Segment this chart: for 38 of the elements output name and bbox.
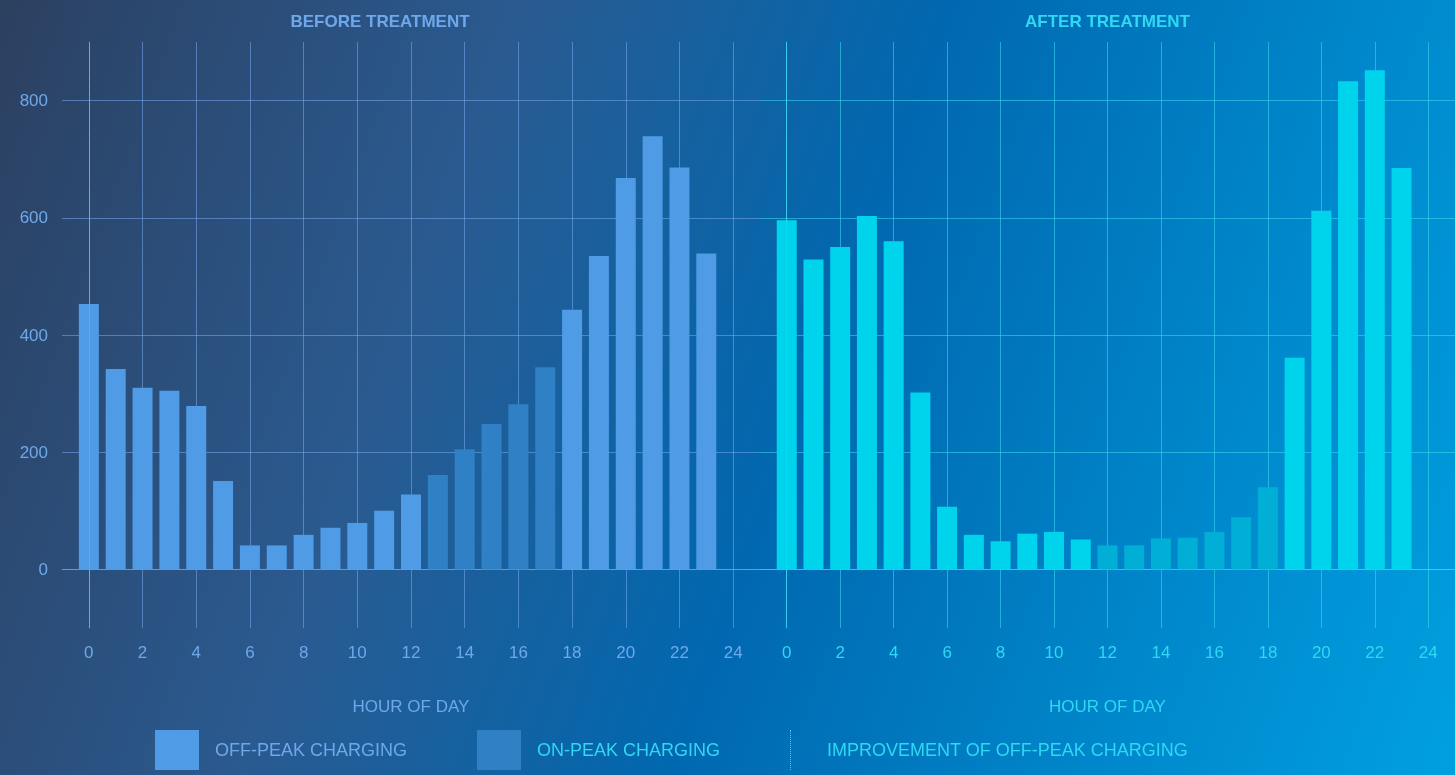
x-tick-label: 22 <box>670 643 689 662</box>
x-tick-label: 16 <box>1204 643 1224 662</box>
x-tick-label: 12 <box>401 643 421 662</box>
x-tick-label: 8 <box>995 643 1006 662</box>
x-axis-title: HOUR OF DAY <box>352 697 470 716</box>
x-tick-label: 4 <box>191 643 201 662</box>
x-tick-label: 8 <box>298 643 309 662</box>
x-tick-label: 20 <box>1311 643 1331 662</box>
x-tick-label: 6 <box>942 643 952 662</box>
legend-label: IMPROVEMENT OF OFF-PEAK CHARGING <box>827 739 1188 761</box>
legend-label: OFF-PEAK CHARGING <box>215 739 408 761</box>
x-tick-label: 24 <box>723 643 743 662</box>
x-tick-label: 6 <box>245 643 255 662</box>
legend-label: ON-PEAK CHARGING <box>537 739 721 761</box>
x-tick-label: 12 <box>1098 643 1117 662</box>
x-tick-label: 24 <box>1418 643 1438 662</box>
x-tick-label: 0 <box>84 643 94 662</box>
y-tick-label: 400 <box>19 325 48 345</box>
x-tick-label: 16 <box>508 643 528 662</box>
x-tick-label: 10 <box>1044 643 1064 662</box>
x-tick-label: 2 <box>835 643 845 662</box>
y-tick-label: 800 <box>19 91 48 111</box>
x-tick-label: 18 <box>562 643 582 662</box>
y-tick-label: 0 <box>38 559 48 579</box>
x-tick-label: 10 <box>347 643 367 662</box>
x-tick-label: 18 <box>1258 643 1278 662</box>
x-tick-label: 22 <box>1365 643 1385 662</box>
x-tick-label: 4 <box>888 643 899 662</box>
x-axis-title: HOUR OF DAY <box>1049 697 1166 716</box>
x-tick-label: 0 <box>782 643 792 662</box>
x-tick-label: 14 <box>1151 643 1171 662</box>
x-tick-label: 2 <box>137 643 148 662</box>
y-tick-label: 600 <box>19 208 48 228</box>
chart-title: BEFORE TREATMENT <box>290 12 471 31</box>
y-tick-label: 200 <box>19 442 48 462</box>
x-tick-label: 20 <box>616 643 636 662</box>
chart-title: AFTER TREATMENT <box>1025 12 1191 31</box>
x-tick-label: 14 <box>455 643 475 662</box>
